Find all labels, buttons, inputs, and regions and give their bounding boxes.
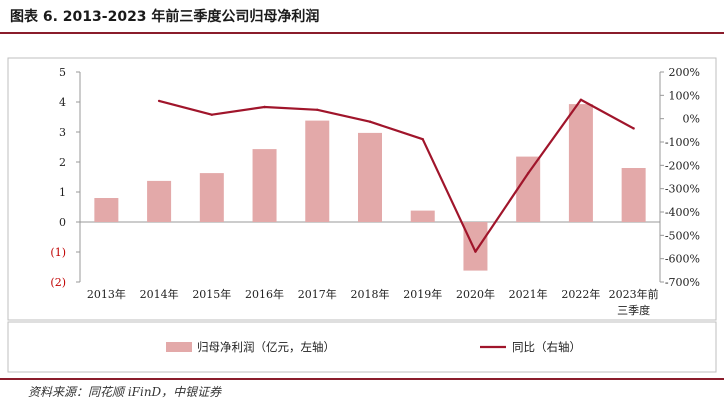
bar bbox=[621, 168, 646, 222]
category-label: 2022年 bbox=[561, 287, 600, 301]
bar bbox=[147, 180, 172, 222]
legend-line-label: 同比（右轴） bbox=[512, 340, 581, 354]
legend-bar-swatch bbox=[166, 342, 192, 352]
line-point bbox=[474, 250, 477, 253]
category-label: 2013年 bbox=[87, 287, 126, 301]
bar bbox=[305, 120, 330, 222]
category-label: 2019年 bbox=[403, 287, 442, 301]
left-tick-label: 2 bbox=[59, 156, 66, 169]
category-label: 2018年 bbox=[351, 287, 390, 301]
right-tick-label: 100% bbox=[669, 89, 700, 102]
category-label: 2016年 bbox=[245, 287, 284, 301]
category-label: 2021年 bbox=[509, 287, 548, 301]
right-tick-label: -500% bbox=[665, 229, 700, 242]
source-note: 资料来源：同花顺 iFinD，中银证券 bbox=[28, 385, 222, 399]
category-label-line2: 三季度 bbox=[617, 303, 650, 317]
bar bbox=[463, 222, 488, 271]
title-rule bbox=[0, 32, 724, 34]
bar bbox=[252, 149, 277, 222]
bar bbox=[516, 156, 541, 222]
line-point bbox=[263, 105, 266, 109]
right-tick-label: -200% bbox=[665, 159, 700, 172]
right-tick-label: -700% bbox=[665, 276, 700, 289]
right-tick-label: -400% bbox=[665, 206, 700, 219]
line-point bbox=[368, 120, 372, 123]
category-label: 2017年 bbox=[298, 287, 337, 301]
bar-series bbox=[94, 104, 646, 271]
yoy-line bbox=[158, 98, 635, 253]
left-tick-label: 0 bbox=[59, 216, 66, 229]
bar bbox=[199, 173, 224, 222]
line-point bbox=[579, 98, 583, 101]
category-label: 2014年 bbox=[140, 287, 179, 301]
bar bbox=[358, 132, 382, 222]
bar bbox=[94, 198, 119, 222]
line-point bbox=[157, 99, 161, 103]
category-label: 2020年 bbox=[456, 287, 495, 301]
left-tick-label: (2) bbox=[50, 276, 66, 289]
plot-frame bbox=[7, 57, 717, 321]
left-tick-label: 4 bbox=[59, 96, 66, 109]
line-point bbox=[421, 138, 424, 141]
legend: 归母净利润（亿元，左轴） 同比（右轴） bbox=[166, 340, 581, 354]
right-tick-label: -300% bbox=[665, 183, 700, 196]
right-tick-label: -600% bbox=[665, 253, 700, 266]
line-point bbox=[316, 108, 319, 112]
line-point bbox=[210, 113, 214, 116]
category-label: 2023年前 bbox=[609, 287, 659, 301]
line-point bbox=[632, 127, 635, 130]
legend-frame bbox=[7, 321, 717, 373]
tick-labels: 5 4 3 2 1 0 (1) (2) 200% 100% 0% -100% -200% -300% -40… bbox=[50, 66, 700, 317]
left-tick-label: 3 bbox=[59, 126, 66, 139]
line-series bbox=[157, 98, 635, 253]
chart-axes bbox=[7, 57, 717, 373]
right-tick-label: 0% bbox=[683, 113, 700, 126]
bar bbox=[568, 104, 593, 222]
line-point bbox=[526, 172, 530, 175]
left-tick-label: 1 bbox=[59, 186, 66, 199]
source-rule bbox=[0, 378, 724, 380]
chart-title: 图表 6. 2013-2023 年前三季度公司归母净利润 bbox=[10, 9, 320, 25]
legend-bar-label: 归母净利润（亿元，左轴） bbox=[197, 340, 335, 354]
category-label: 2015年 bbox=[192, 287, 231, 301]
right-tick-label: -100% bbox=[665, 136, 700, 149]
bar bbox=[410, 210, 435, 222]
right-tick-label: 200% bbox=[669, 66, 700, 79]
left-tick-label: (1) bbox=[50, 246, 66, 259]
left-tick-label: 5 bbox=[59, 66, 66, 79]
